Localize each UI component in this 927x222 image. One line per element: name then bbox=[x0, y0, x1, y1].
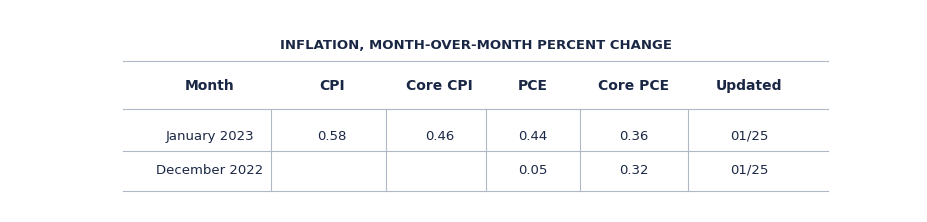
Text: 0.36: 0.36 bbox=[618, 130, 648, 143]
Text: 01/25: 01/25 bbox=[729, 164, 768, 177]
Text: 0.32: 0.32 bbox=[618, 164, 648, 177]
Text: 01/25: 01/25 bbox=[729, 130, 768, 143]
Text: INFLATION, MONTH-OVER-MONTH PERCENT CHANGE: INFLATION, MONTH-OVER-MONTH PERCENT CHAN… bbox=[279, 39, 671, 52]
Text: 0.05: 0.05 bbox=[518, 164, 547, 177]
Text: Updated: Updated bbox=[715, 79, 781, 93]
Text: 0.46: 0.46 bbox=[425, 130, 454, 143]
Text: PCE: PCE bbox=[517, 79, 548, 93]
Text: Core PCE: Core PCE bbox=[598, 79, 668, 93]
Text: 0.44: 0.44 bbox=[518, 130, 547, 143]
Text: Core CPI: Core CPI bbox=[406, 79, 473, 93]
Text: Month: Month bbox=[184, 79, 235, 93]
Text: 0.58: 0.58 bbox=[317, 130, 346, 143]
Text: December 2022: December 2022 bbox=[156, 164, 263, 177]
Text: January 2023: January 2023 bbox=[165, 130, 254, 143]
Text: CPI: CPI bbox=[319, 79, 344, 93]
